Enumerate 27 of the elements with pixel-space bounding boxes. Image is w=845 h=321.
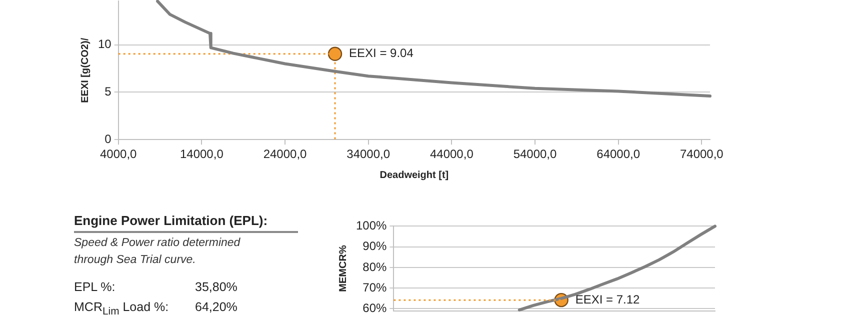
text: Speed & Power ratio determined through Sea Trial curve. <box>74 236 242 268</box>
text: Engine Power Limitation (EPL): <box>74 213 298 233</box>
x-tick-label: 74000,0 <box>680 147 724 162</box>
y-tick-label: 90% <box>362 239 388 254</box>
y-axis-title: EEXI [g(CO2)/ <box>80 38 91 103</box>
text: 64,20% <box>195 299 238 316</box>
y-tick-label: 70% <box>362 280 388 294</box>
x-tick-label: 14000,0 <box>180 147 224 162</box>
y-tick-label: 60% <box>362 301 388 316</box>
x-axis-title: Deadweight [t] <box>380 170 449 181</box>
y-tick-label: 10 <box>98 37 112 52</box>
x-tick-label: 44000,0 <box>430 147 474 162</box>
y-tick-label: 80% <box>362 260 388 274</box>
x-tick-label: 64000,0 <box>596 147 640 162</box>
x-tick-label: 34000,0 <box>346 147 390 162</box>
y-tick-label: 0 <box>104 132 112 146</box>
y-tick-label: 100% <box>356 218 388 233</box>
annotation: EEXI = 9.04 <box>349 46 414 60</box>
text: 35,80% <box>195 279 238 296</box>
x-tick-label: 4000,0 <box>100 147 138 162</box>
x-tick-label: 54000,0 <box>513 147 558 162</box>
text: MCR$_{Lim}$ Load %: <box>74 299 170 320</box>
text: EPL %: <box>74 279 116 296</box>
x-tick-label: 24000,0 <box>263 147 308 162</box>
y-axis-title: MEMCR% <box>338 245 349 292</box>
annotation: EEXI = 7.12 <box>575 292 640 306</box>
y-tick-label: 5 <box>104 84 112 99</box>
